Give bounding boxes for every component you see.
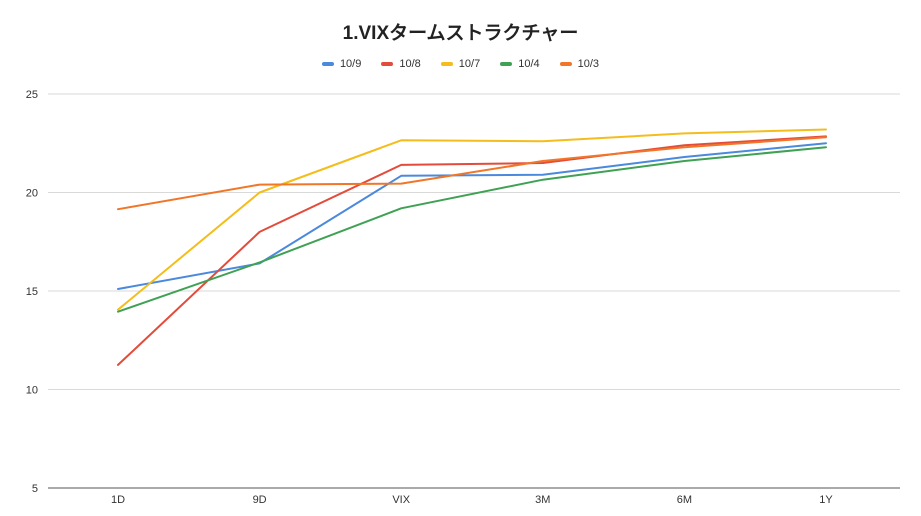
series-line-10-9 [117,142,827,290]
x-tick-label: 9D [253,494,267,506]
x-tick-label: 6M [677,494,692,506]
legend-label: 10/9 [339,58,362,70]
y-tick-label: 5 [32,483,38,495]
legend-swatch [500,62,513,66]
y-tick-label: 20 [26,188,38,200]
legend-label: 10/3 [577,58,600,70]
legend-item: 10/8 [381,58,421,70]
legend-item: 10/9 [321,58,362,70]
series-line-10-4 [117,146,827,313]
x-tick-label: VIX [392,494,410,506]
y-tick-label: 15 [26,286,38,298]
legend-item: 10/4 [500,58,540,70]
legend-label: 10/8 [399,58,421,70]
y-tick-label: 25 [26,89,38,101]
legend-label: 10/7 [458,58,481,70]
legend-label: 10/4 [518,58,540,70]
y-tick-label: 10 [26,385,38,397]
legend-swatch [440,62,453,66]
legend-swatch [559,62,572,66]
chart-title: 1.VIXタームストラクチャー [342,23,579,44]
x-tick-label: 1Y [819,494,833,506]
legend: 10/9 10/8 10/7 10/4 10/3 [0,58,921,70]
legend-swatch [321,62,334,66]
legend-swatch [381,62,394,66]
series-line-10-3 [117,136,827,211]
legend-item: 10/3 [559,58,600,70]
series-line-10-8 [117,135,827,366]
legend-item: 10/7 [440,58,481,70]
x-tick-label: 3M [535,494,550,506]
x-tick-label: 1D [111,494,125,506]
series-line-10-7 [117,128,827,311]
